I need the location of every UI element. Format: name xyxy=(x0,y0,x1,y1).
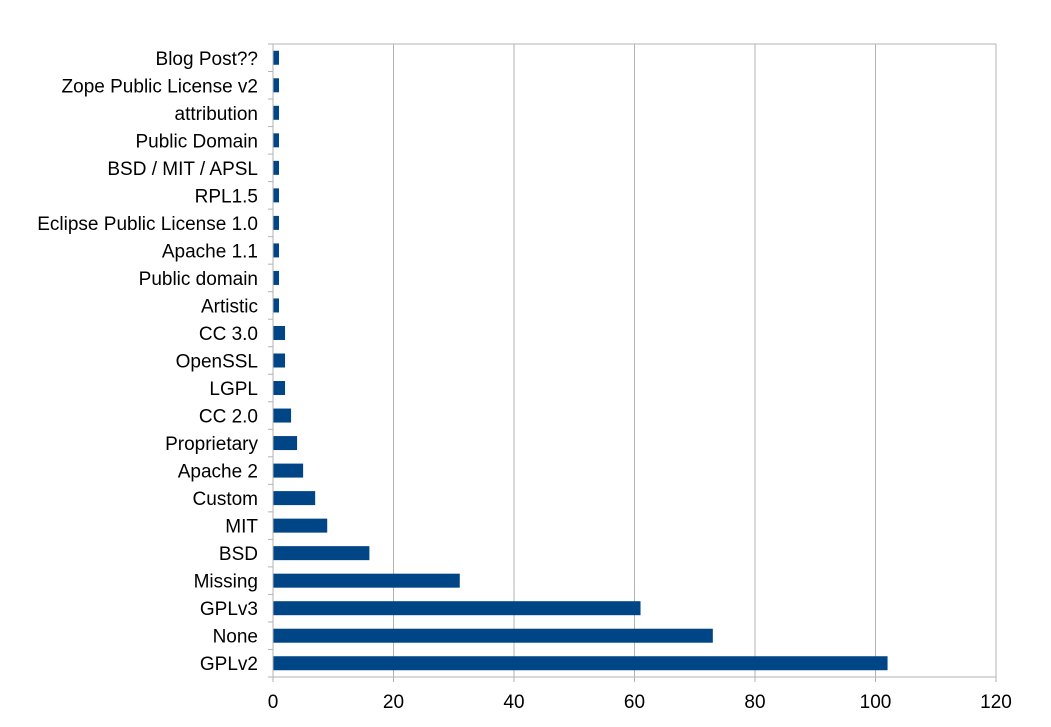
category-label: Custom xyxy=(193,489,258,510)
bar xyxy=(273,298,280,313)
bar xyxy=(273,628,713,643)
bar xyxy=(273,160,280,175)
category-label: Proprietary xyxy=(165,434,258,455)
bar xyxy=(273,601,641,616)
bar xyxy=(273,436,298,451)
category-label: Blog Post?? xyxy=(156,49,258,70)
category-label: MIT xyxy=(225,517,258,538)
bar xyxy=(273,463,304,478)
category-label: GPLv2 xyxy=(200,654,258,675)
bar xyxy=(273,546,370,561)
category-label: Public domain xyxy=(139,269,258,290)
category-label: LGPL xyxy=(209,379,258,400)
bar xyxy=(273,105,280,120)
category-label: attribution xyxy=(175,104,258,125)
bar xyxy=(273,270,280,285)
x-tick-label: 120 xyxy=(980,692,1012,713)
category-label: Artistic xyxy=(201,296,258,317)
category-label: BSD xyxy=(219,544,258,565)
category-labels: Blog Post?? Zope Public License v2 attribu… xyxy=(37,49,258,675)
bar xyxy=(273,50,280,65)
bar xyxy=(273,518,328,533)
bar xyxy=(273,656,888,671)
category-label: Apache 2 xyxy=(178,462,258,483)
x-tick-label: 40 xyxy=(503,692,524,713)
category-label: Apache 1.1 xyxy=(162,241,258,262)
bar xyxy=(273,408,292,423)
category-label: Zope Public License v2 xyxy=(62,76,258,97)
axes xyxy=(268,43,997,682)
bar xyxy=(273,215,280,230)
x-tick-label: 80 xyxy=(744,692,765,713)
x-tick-labels: 0 20 40 60 80 100 120 xyxy=(268,692,1012,713)
bar xyxy=(273,325,286,340)
x-tick-label: 20 xyxy=(383,692,404,713)
gridlines xyxy=(393,44,997,677)
category-label: Public Domain xyxy=(136,131,259,152)
bar xyxy=(273,353,286,368)
category-label: BSD / MIT / APSL xyxy=(107,159,258,180)
bars xyxy=(273,50,888,671)
x-tick-label: 100 xyxy=(860,692,892,713)
category-label: CC 3.0 xyxy=(199,324,258,345)
category-label: None xyxy=(213,627,258,648)
bar xyxy=(273,381,286,396)
bar xyxy=(273,573,460,588)
category-label: CC 2.0 xyxy=(199,407,258,428)
bar xyxy=(273,188,280,203)
category-label: Missing xyxy=(194,572,258,593)
category-label: GPLv3 xyxy=(200,599,258,620)
bar xyxy=(273,243,280,258)
category-label: OpenSSL xyxy=(176,352,258,373)
bar xyxy=(273,133,280,148)
x-tick-label: 0 xyxy=(268,692,279,713)
bar xyxy=(273,78,280,93)
x-tick-label: 60 xyxy=(624,692,645,713)
bar xyxy=(273,491,316,506)
category-label: Eclipse Public License 1.0 xyxy=(37,214,258,235)
category-label: RPL1.5 xyxy=(195,186,258,207)
